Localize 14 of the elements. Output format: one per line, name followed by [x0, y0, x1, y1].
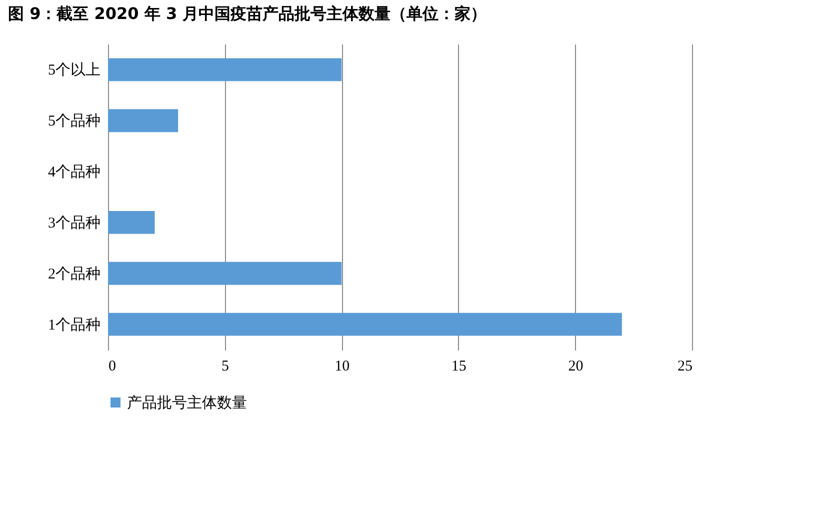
x-tick-label: 20: [568, 358, 584, 374]
y-tick-label: 1个品种: [48, 316, 100, 334]
x-tick-label: 10: [334, 358, 350, 374]
x-tick-label: 25: [678, 358, 692, 374]
y-tick-label: 5个品种: [48, 112, 100, 130]
y-tick-label: 2个品种: [48, 265, 100, 282]
x-tick-label: 0: [108, 358, 116, 374]
y-tick-label: 5个以上: [48, 62, 100, 79]
legend-label: 产品批号主体数量: [127, 394, 247, 412]
chart-title: 图 9：截至 2020 年 3 月中国疫苗产品批号主体数量（单位：家）: [8, 4, 487, 23]
y-tick-label: 4个品种: [48, 164, 100, 181]
y-tick-label: 3个品种: [48, 214, 100, 232]
x-tick-label: 5: [222, 358, 230, 374]
x-tick-label: 15: [451, 358, 466, 374]
